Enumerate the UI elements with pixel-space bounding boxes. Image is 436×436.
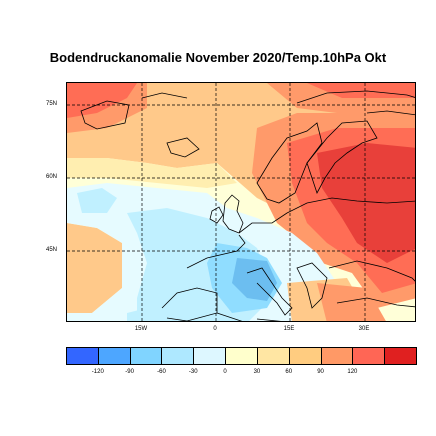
coastline	[306, 120, 378, 195]
anomaly-region	[307, 83, 415, 98]
legend-swatch	[320, 347, 354, 365]
coastline	[209, 206, 224, 224]
lat-label-75n: 75N	[46, 101, 58, 107]
legend-swatch	[97, 347, 131, 365]
coastline	[80, 100, 130, 130]
legend-swatch	[129, 347, 163, 365]
legend-tick-label: 60	[285, 369, 293, 375]
coastline	[256, 122, 323, 204]
anomaly-region	[317, 283, 386, 321]
legend-tick-label: 120	[347, 369, 358, 375]
lon-label-15e: 15E	[283, 326, 295, 332]
legend-tick-label: -120	[91, 369, 104, 375]
lat-label-45n: 45N	[46, 247, 58, 253]
legend-swatch	[225, 347, 258, 365]
legend-swatch	[384, 347, 417, 365]
legend-tick-label: -90	[125, 369, 134, 375]
legend-swatch	[66, 347, 99, 365]
coastline	[222, 194, 244, 234]
coastlines	[80, 90, 415, 321]
lon-label-0: 0	[213, 326, 217, 332]
coastline	[166, 137, 200, 158]
anomaly-field	[67, 83, 415, 321]
coastline	[328, 260, 415, 282]
coastline	[161, 287, 218, 321]
anomaly-region	[67, 223, 122, 313]
coastline	[238, 197, 415, 234]
coastline	[141, 92, 188, 99]
map-canvas	[67, 83, 415, 321]
legend-swatch	[352, 347, 386, 365]
coastline	[256, 318, 282, 321]
coastline	[336, 297, 415, 308]
legend-tick-label: 90	[317, 369, 324, 375]
legend-swatch	[288, 347, 322, 365]
color-legend	[66, 347, 417, 365]
legend-tick-label: -60	[157, 369, 166, 375]
legend-tick-label: 0	[223, 369, 227, 375]
coastline	[246, 267, 293, 316]
anomaly-region	[232, 258, 277, 301]
graticule	[67, 83, 415, 321]
anomaly-region	[77, 188, 117, 213]
coastline	[296, 90, 415, 104]
legend-swatch	[256, 347, 290, 365]
map-title: Bodendruckanomalie November 2020/Temp.10…	[49, 50, 387, 65]
lon-label-30e: 30E	[358, 326, 370, 332]
coastline	[366, 110, 415, 116]
coastline	[216, 312, 243, 321]
anomaly-region	[317, 143, 415, 263]
lat-label-60n: 60N	[46, 174, 58, 180]
anomaly-region	[67, 158, 237, 188]
legend-swatch	[161, 347, 195, 365]
anomaly-region	[127, 308, 156, 321]
legend-tick-label: 30	[253, 369, 261, 375]
anomaly-map	[66, 82, 416, 322]
legend-tick-label: -30	[188, 369, 198, 375]
coastline	[296, 262, 328, 309]
lon-label-15w: 15W	[134, 326, 148, 332]
legend-swatch	[193, 347, 227, 365]
